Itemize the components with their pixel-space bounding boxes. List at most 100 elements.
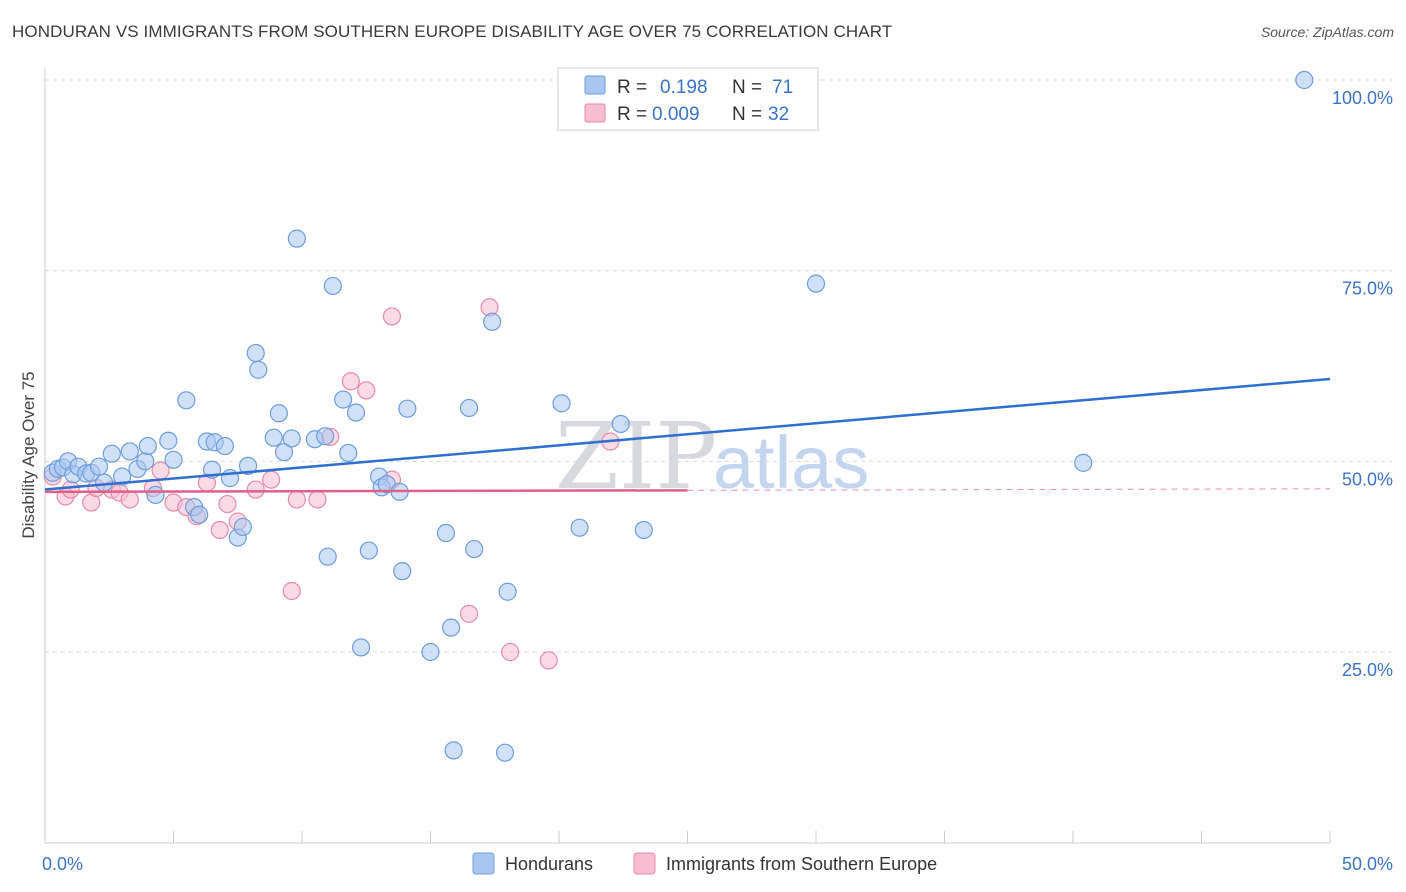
data-point-hondurans: [1074, 453, 1093, 472]
data-point-hondurans: [215, 436, 234, 456]
legend-r-value-1: 0.198: [660, 77, 708, 98]
legend-swatch-blue: [584, 75, 606, 95]
y-axis-label: Disability Age Over 75: [19, 371, 38, 538]
legend-n-value-2: 32: [768, 104, 789, 125]
data-point-hondurans: [339, 443, 358, 463]
data-point-southern-europe: [308, 490, 327, 509]
data-point-hondurans: [112, 467, 132, 486]
grid-lines: [45, 79, 1392, 653]
data-point-hondurans: [352, 638, 371, 657]
legend-n-label-1: N =: [732, 77, 762, 98]
data-point-hondurans: [138, 436, 157, 456]
y-tick-labels: 25.0% 50.0% 75.0% 100.0%: [1332, 88, 1393, 680]
legend-n-value-1: 71: [772, 77, 793, 98]
legend-r-label-2: R =: [617, 104, 647, 125]
data-point-hondurans: [570, 518, 589, 537]
data-point-hondurans: [233, 517, 252, 537]
data-point-southern-europe: [341, 372, 360, 391]
data-point-hondurans: [95, 473, 114, 492]
data-point-southern-europe: [218, 494, 237, 514]
data-point-southern-europe: [210, 520, 229, 540]
data-point-hondurans: [159, 431, 178, 450]
correlation-legend: R = 0.198 N = 71 R = 0.009 N = 32: [557, 67, 819, 131]
data-point-southern-europe: [120, 490, 139, 509]
source-label: Source: ZipAtlas.com: [1260, 24, 1394, 40]
data-point-southern-europe: [357, 381, 376, 400]
data-point-hondurans: [398, 399, 417, 418]
data-point-hondurans: [246, 343, 265, 363]
data-point-hondurans: [552, 394, 571, 413]
data-point-hondurans: [444, 741, 463, 760]
series-legend: Hondurans Immigrants from Southern Europ…: [472, 852, 937, 875]
data-point-hondurans: [146, 485, 165, 504]
bottom-legend-swatch-hondurans: [472, 852, 495, 875]
data-point-hondurans: [177, 391, 196, 410]
legend-swatch-pink: [584, 103, 606, 123]
data-point-hondurans: [498, 582, 517, 601]
legend-r-label-1: R =: [617, 77, 647, 98]
data-point-hondurans: [459, 398, 479, 418]
bottom-legend-label-hondurans: Hondurans: [505, 854, 593, 874]
data-point-hondurans: [102, 444, 121, 463]
watermark: ZIP atlas: [555, 403, 869, 510]
y-tick-label: 75.0%: [1342, 279, 1393, 299]
data-point-southern-europe: [262, 470, 281, 489]
data-point-hondurans: [318, 547, 337, 566]
chart-title: HONDURAN VS IMMIGRANTS FROM SOUTHERN EUR…: [12, 22, 893, 41]
series-hondurans-points: [43, 70, 1314, 762]
bottom-legend-swatch-southern-europe: [633, 852, 656, 875]
data-point-hondurans: [495, 743, 515, 762]
y-tick-label: 100.0%: [1332, 88, 1393, 108]
data-point-hondurans: [483, 312, 502, 331]
legend-r-value-2: 0.009: [652, 104, 700, 125]
data-point-hondurans: [1295, 70, 1314, 90]
data-point-hondurans: [249, 360, 268, 379]
x-tick-label-max: 50.0%: [1342, 854, 1393, 874]
data-point-hondurans: [334, 390, 353, 409]
data-point-hondurans: [287, 229, 306, 248]
data-point-hondurans: [238, 456, 258, 476]
data-point-hondurans: [393, 562, 412, 581]
data-point-southern-europe: [282, 581, 301, 601]
bottom-legend-label-southern-europe: Immigrants from Southern Europe: [666, 854, 937, 874]
legend-n-label-2: N =: [732, 104, 762, 125]
data-point-hondurans: [282, 429, 301, 448]
data-point-southern-europe: [459, 604, 479, 623]
data-point-hondurans: [346, 403, 366, 422]
trend-line-hondurans: [44, 377, 1331, 491]
data-point-southern-europe: [501, 642, 520, 662]
x-tick-label-min: 0.0%: [42, 854, 83, 874]
data-point-hondurans: [89, 457, 109, 476]
data-point-southern-europe: [61, 480, 80, 499]
data-point-hondurans: [465, 539, 484, 559]
data-point-hondurans: [421, 642, 440, 662]
data-point-hondurans: [164, 450, 183, 469]
data-point-hondurans: [441, 618, 461, 637]
data-point-hondurans: [274, 443, 294, 462]
trend-line-southern-europe: [44, 489, 688, 494]
series-southern-europe-points: [43, 298, 620, 670]
trend-lines: [44, 377, 1331, 494]
trend-line-southern-europe-extension: [687, 488, 1331, 491]
data-point-hondurans: [190, 505, 209, 524]
data-point-southern-europe: [287, 490, 306, 509]
data-point-hondurans: [269, 404, 288, 423]
data-point-hondurans: [136, 452, 155, 471]
watermark-zip: ZIP: [555, 403, 717, 510]
data-point-hondurans: [316, 427, 335, 446]
data-point-hondurans: [323, 276, 342, 296]
data-point-hondurans: [611, 414, 630, 434]
data-point-hondurans: [806, 274, 826, 293]
y-tick-label: 50.0%: [1342, 469, 1393, 489]
data-point-southern-europe: [382, 307, 402, 326]
data-point-hondurans: [120, 442, 139, 461]
data-point-southern-europe: [246, 480, 265, 499]
data-point-hondurans: [359, 541, 378, 560]
axes: [44, 68, 1331, 844]
data-point-hondurans: [634, 520, 653, 540]
data-point-hondurans: [436, 523, 456, 543]
data-point-southern-europe: [539, 651, 558, 670]
data-point-hondurans: [264, 428, 283, 447]
y-tick-label: 25.0%: [1342, 660, 1393, 680]
